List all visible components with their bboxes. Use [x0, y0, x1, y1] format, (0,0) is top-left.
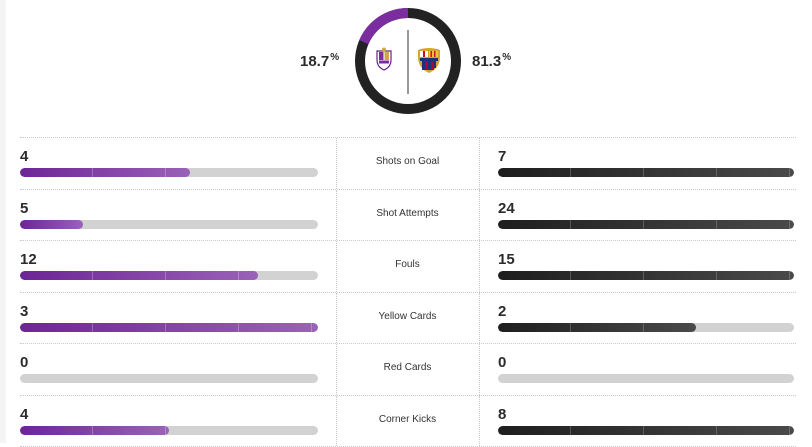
column-divider — [479, 190, 480, 241]
away-stat-value: 24 — [498, 200, 515, 217]
home-stat-value: 12 — [20, 251, 37, 268]
away-possession: 81.3% — [472, 52, 511, 70]
stat-row: 4 Corner Kicks 8 — [20, 395, 796, 447]
home-stat-bar — [20, 426, 318, 435]
away-stat-fill — [498, 220, 794, 229]
stat-row: 5 Shot Attempts 24 — [20, 189, 796, 241]
away-stat-fill — [498, 426, 794, 435]
possession-donut — [355, 8, 461, 114]
home-stat-value: 4 — [20, 406, 28, 423]
away-stat-bar — [498, 426, 794, 435]
possession-header: 18.7% 81.3% — [0, 0, 812, 135]
stat-label: Fouls — [336, 259, 479, 270]
valladolid-crest-icon — [377, 48, 391, 71]
home-stat-fill — [20, 220, 83, 229]
away-stat-value: 0 — [498, 354, 506, 371]
stat-row: 4 Shots on Goal 7 — [20, 137, 796, 189]
home-stat-fill — [20, 426, 169, 435]
home-stat-value: 3 — [20, 303, 28, 320]
home-possession-value: 18.7 — [300, 53, 329, 70]
home-stat-bar — [20, 220, 318, 229]
away-stat-bar — [498, 168, 794, 177]
away-stat-value: 7 — [498, 148, 506, 165]
away-stat-bar — [498, 271, 794, 280]
stat-row: 0 Red Cards 0 — [20, 343, 796, 395]
column-divider — [479, 293, 480, 344]
stat-label: Shots on Goal — [336, 156, 479, 167]
home-stat-bar — [20, 168, 318, 177]
away-stat-value: 15 — [498, 251, 515, 268]
home-stat-fill — [20, 271, 258, 280]
stat-label: Red Cards — [336, 362, 479, 373]
home-stat-fill — [20, 323, 318, 332]
stat-row: 12 Fouls 15 — [20, 240, 796, 292]
away-possession-value: 81.3 — [472, 53, 501, 70]
home-stat-value: 5 — [20, 200, 28, 217]
away-stat-fill — [498, 323, 696, 332]
home-stat-value: 0 — [20, 354, 28, 371]
away-stat-value: 2 — [498, 303, 506, 320]
away-stat-bar — [498, 220, 794, 229]
column-divider — [479, 241, 480, 292]
away-stat-fill — [498, 271, 794, 280]
barcelona-crest-icon — [418, 48, 440, 73]
away-stat-bar — [498, 323, 794, 332]
home-possession-unit: % — [330, 52, 339, 63]
column-divider — [479, 396, 480, 447]
column-divider — [479, 138, 480, 189]
home-stat-bar — [20, 374, 318, 383]
stat-label: Yellow Cards — [336, 311, 479, 322]
home-stat-bar — [20, 323, 318, 332]
home-possession: 18.7% — [300, 52, 339, 70]
away-stat-fill — [498, 168, 794, 177]
home-stat-fill — [20, 168, 190, 177]
home-stat-value: 4 — [20, 148, 28, 165]
away-possession-unit: % — [502, 52, 511, 63]
home-stat-bar — [20, 271, 318, 280]
stat-label: Corner Kicks — [336, 414, 479, 425]
away-stat-bar — [498, 374, 794, 383]
column-divider — [479, 344, 480, 395]
away-stat-value: 8 — [498, 406, 506, 423]
stat-label: Shot Attempts — [336, 208, 479, 219]
stat-row: 3 Yellow Cards 2 — [20, 292, 796, 344]
